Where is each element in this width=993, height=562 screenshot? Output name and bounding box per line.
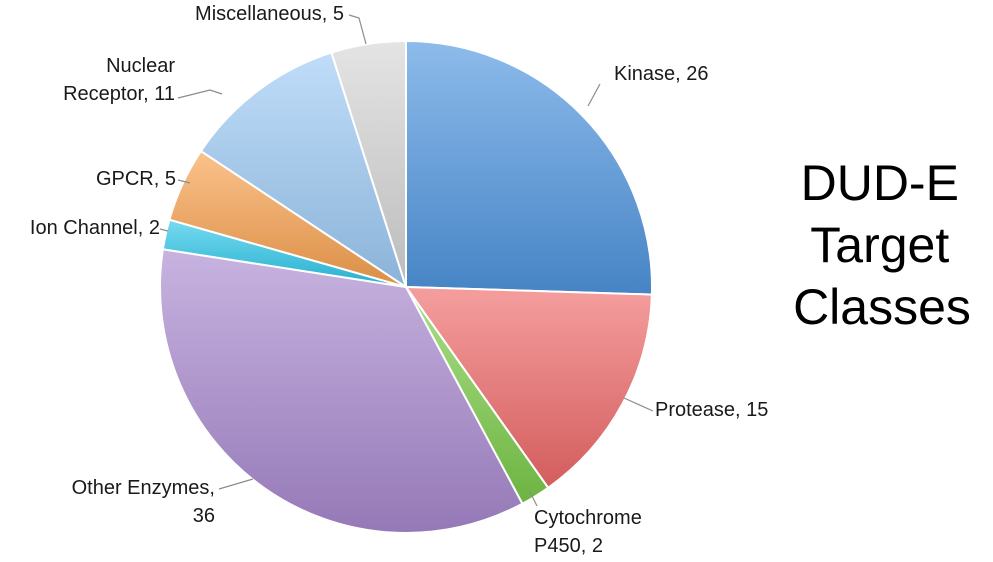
slice-label-line: GPCR, 5 xyxy=(96,168,176,190)
pie-slice-nuclear-receptor xyxy=(199,51,408,290)
slice-label: GPCR, 5 xyxy=(96,168,176,190)
leader-line xyxy=(177,89,223,99)
chart-title-line-2: Target xyxy=(810,217,949,273)
pie-slice-protease xyxy=(404,285,653,490)
slice-label: Nuclear Receptor, 11 xyxy=(63,55,175,105)
pie-slice-kinase xyxy=(405,39,653,296)
slice-label: Miscellaneous, 5 xyxy=(195,3,344,25)
chart-title: DUD-E Target Classes xyxy=(793,155,971,335)
slice-label-line: Protease, 15 xyxy=(655,399,768,421)
pie-slice-other-enzymes xyxy=(159,248,524,534)
slice-label-line: P450, 2 xyxy=(534,535,603,557)
leader-line xyxy=(218,478,254,490)
slice-label-line: Receptor, 11 xyxy=(63,83,175,105)
slice-label-line: 36 xyxy=(193,505,215,527)
chart-title-line-1: DUD-E xyxy=(801,155,959,211)
slice-label-line: Cytochrome xyxy=(534,507,642,529)
slice-label-line: Other Enzymes, xyxy=(72,477,215,499)
slice-label-line: Kinase, 26 xyxy=(614,63,709,85)
leader-line xyxy=(177,179,191,184)
leader-line xyxy=(623,397,654,412)
leader-line xyxy=(348,14,367,45)
slice-label: Other Enzymes, 36 xyxy=(72,477,215,527)
pie-slices xyxy=(159,39,653,534)
slice-label-line: Ion Channel, 2 xyxy=(30,217,160,239)
leader-line xyxy=(159,228,169,232)
slice-label: Kinase, 26 xyxy=(614,63,709,85)
slice-label-line: Nuclear xyxy=(106,55,175,77)
leader-line xyxy=(587,83,601,107)
slice-label-line: Miscellaneous, 5 xyxy=(195,3,344,25)
leader-line xyxy=(529,491,538,507)
slice-label: Ion Channel, 2 xyxy=(30,217,160,239)
pie-slice-miscellaneous xyxy=(330,39,407,288)
leader-lines xyxy=(159,14,654,507)
slice-labels: Kinase, 26 Protease, 15 Cytochrome P450, 2 O… xyxy=(30,3,769,557)
slice-label: Protease, 15 xyxy=(655,399,768,421)
chart-title-line-3: Classes xyxy=(793,279,971,335)
slice-label: Cytochrome P450, 2 xyxy=(534,507,642,557)
